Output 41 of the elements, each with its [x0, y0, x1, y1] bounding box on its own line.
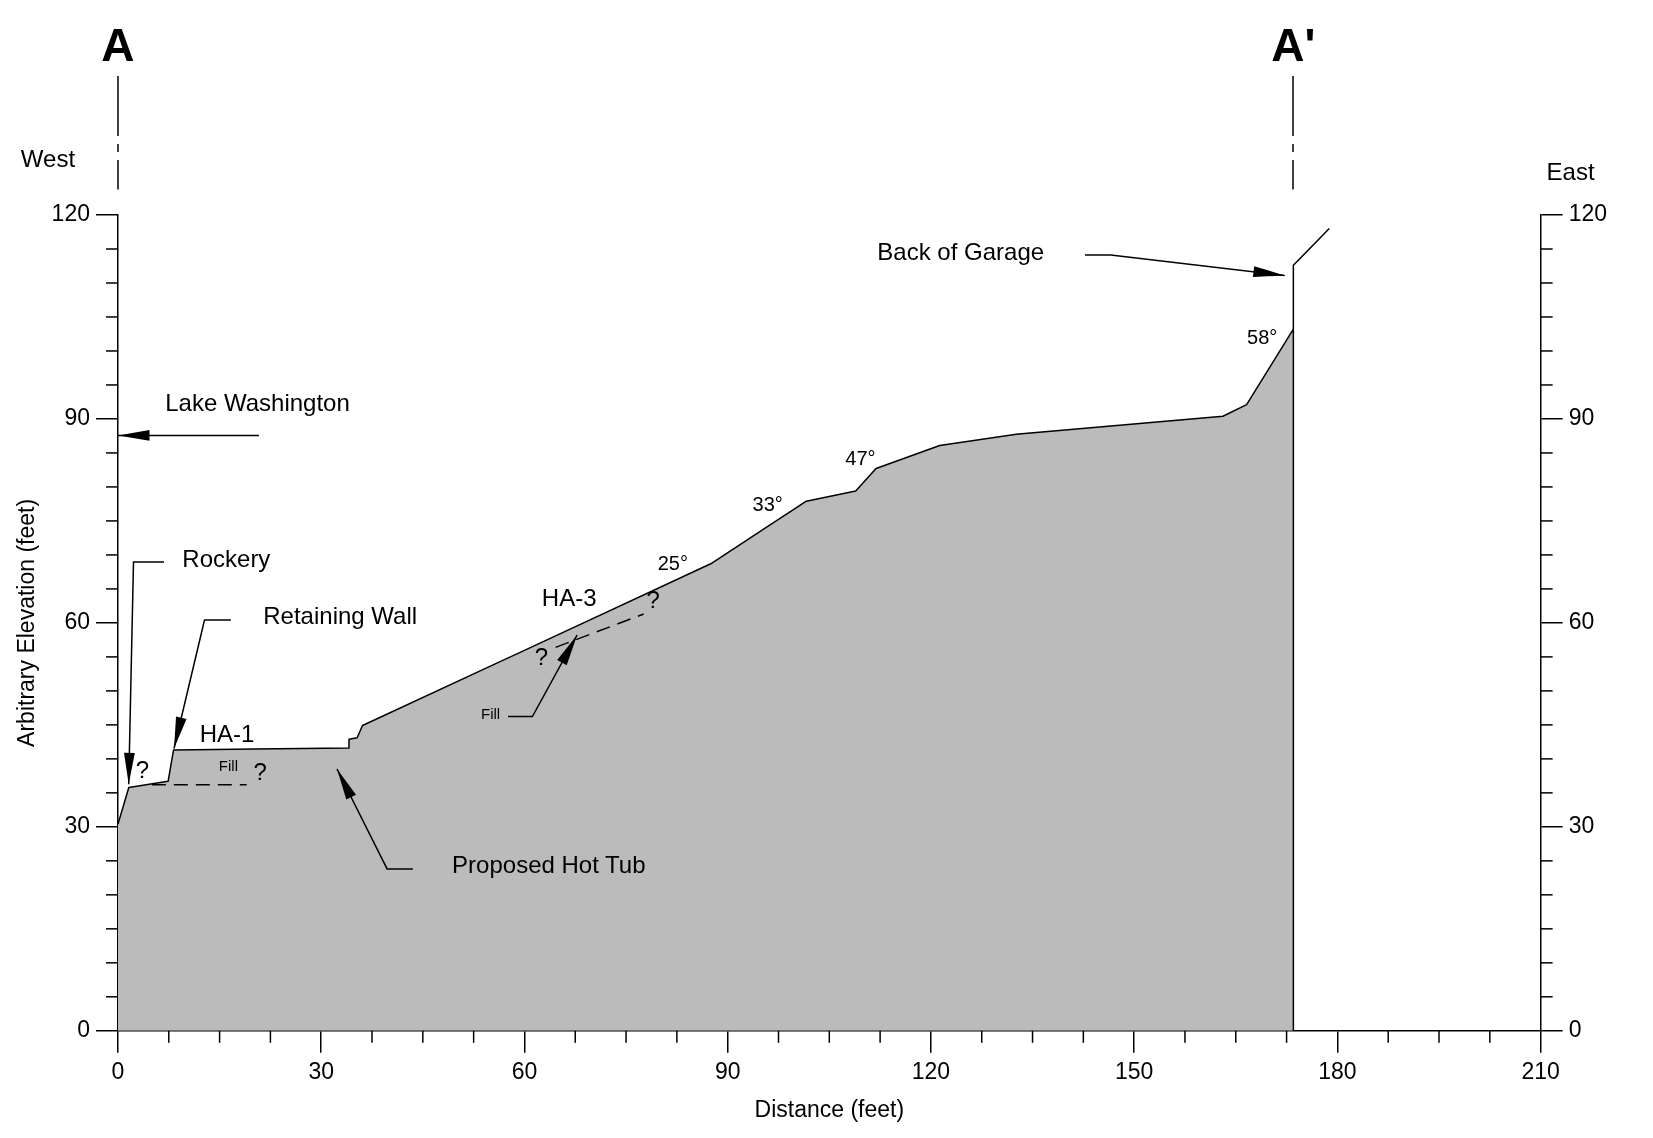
annotation: 47°	[845, 447, 876, 470]
x-tick-label: 0	[111, 1057, 125, 1084]
annotation: Lake Washington	[165, 388, 350, 416]
x-tick-label: 210	[1521, 1057, 1560, 1084]
annotation: Back of Garage	[877, 237, 1045, 265]
annotation: Retaining Wall	[263, 602, 418, 630]
annotation: Fill	[218, 757, 238, 775]
x-axis-title: Distance (feet)	[754, 1095, 905, 1122]
x-tick-label: 150	[1114, 1057, 1154, 1084]
y2-tick-label: 30	[1568, 812, 1595, 839]
annotation: ?	[253, 758, 267, 786]
y-tick-label: 90	[64, 404, 90, 431]
x-tick-label: 90	[714, 1057, 741, 1084]
annotation: ?	[646, 585, 660, 613]
annotation: HA-1	[199, 720, 255, 748]
text: West	[20, 144, 76, 172]
annotation: Rockery	[182, 544, 271, 572]
x-tick-label: 60	[511, 1057, 538, 1084]
x-tick-label: 30	[308, 1057, 335, 1084]
y2-tick-label: 60	[1568, 608, 1595, 635]
x-tick-label: 120	[911, 1057, 951, 1084]
y2-tick-label: 0	[1568, 1016, 1582, 1043]
annotation: 33°	[752, 492, 783, 515]
annotation: Fill	[480, 704, 501, 722]
annotation: 58°	[1247, 326, 1278, 349]
text: A	[101, 19, 135, 72]
y-tick-label: 30	[64, 812, 90, 839]
text: East	[1546, 157, 1595, 185]
annotation: ?	[135, 755, 150, 783]
y-axis-title: Arbitrary Elevation (feet)	[13, 498, 40, 747]
annotation: Proposed Hot Tub	[452, 850, 646, 878]
annotation: 25°	[657, 551, 688, 574]
y2-tick-label: 120	[1568, 200, 1607, 227]
text: A'	[1271, 19, 1316, 72]
y-tick-label: 0	[77, 1016, 90, 1043]
annotation: ?	[534, 642, 549, 670]
x-tick-label: 180	[1318, 1057, 1357, 1084]
y-tick-label: 120	[51, 200, 90, 227]
y2-tick-label: 90	[1568, 404, 1595, 431]
annotation: HA-3	[541, 583, 597, 611]
y-tick-label: 60	[64, 608, 90, 635]
